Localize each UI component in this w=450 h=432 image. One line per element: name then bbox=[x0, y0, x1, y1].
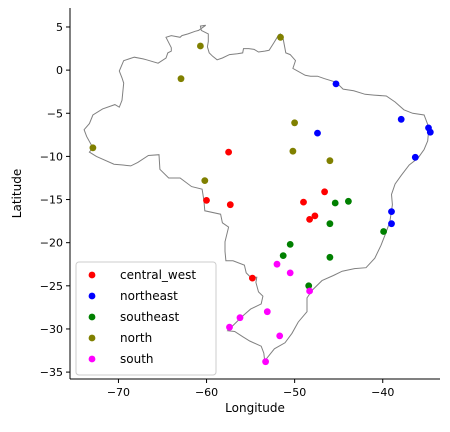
legend-marker-southeast bbox=[88, 313, 96, 321]
x-tick-label: −50 bbox=[283, 386, 306, 399]
x-axis-label: Longitude bbox=[225, 401, 285, 415]
ticks-layer: −70 −60 −50 −40 5 0 −5 −10 −15 −20 −25 −30 −35 bbox=[40, 21, 395, 399]
point-south bbox=[306, 287, 313, 295]
legend-label-northeast: northeast bbox=[120, 289, 178, 303]
legend-marker-south bbox=[88, 355, 96, 363]
legend-marker-north bbox=[88, 334, 96, 342]
country-outline bbox=[83, 24, 430, 363]
legend-marker-northeast bbox=[88, 292, 96, 300]
point-southeast bbox=[326, 253, 334, 261]
legend-label-southeast: southeast bbox=[120, 310, 179, 324]
point-south bbox=[262, 358, 269, 366]
y-tick-label: −25 bbox=[40, 280, 63, 293]
point-central-west bbox=[306, 216, 313, 223]
point-south bbox=[273, 260, 281, 268]
point-northeast bbox=[411, 153, 419, 161]
country-outline-layer bbox=[83, 24, 430, 363]
point-southeast bbox=[345, 197, 352, 205]
point-central-west bbox=[203, 197, 210, 204]
point-southeast bbox=[380, 228, 387, 235]
x-tick-label: −40 bbox=[371, 386, 394, 399]
point-central-west bbox=[300, 198, 307, 206]
point-central-west bbox=[311, 212, 319, 220]
point-north bbox=[291, 119, 298, 127]
legend: central_west northeast southeast north south bbox=[75, 261, 217, 376]
point-north bbox=[277, 33, 284, 41]
point-central-west bbox=[226, 201, 234, 209]
point-north bbox=[326, 157, 334, 165]
y-tick-label: −15 bbox=[40, 194, 63, 207]
point-southeast bbox=[279, 252, 287, 259]
point-south bbox=[236, 314, 244, 322]
point-southeast bbox=[331, 199, 339, 207]
point-southeast bbox=[305, 282, 313, 290]
point-north bbox=[177, 75, 185, 83]
legend-box bbox=[75, 261, 217, 376]
point-central-west bbox=[249, 274, 256, 282]
x-tick-label: −60 bbox=[195, 386, 218, 399]
y-tick-label: −30 bbox=[40, 323, 63, 336]
point-northeast bbox=[388, 220, 395, 228]
point-northeast bbox=[388, 208, 395, 216]
y-tick-label: −10 bbox=[40, 150, 63, 163]
y-tick-label: −20 bbox=[40, 237, 63, 250]
legend-marker-central-west bbox=[88, 271, 96, 279]
point-northeast bbox=[332, 80, 340, 88]
y-tick-label: 0 bbox=[56, 64, 63, 77]
y-axis-label: Latitude bbox=[10, 169, 24, 218]
point-northeast bbox=[314, 129, 321, 137]
point-northeast bbox=[426, 128, 434, 136]
y-tick-label: −5 bbox=[47, 107, 63, 120]
y-tick-label: 5 bbox=[56, 21, 63, 34]
point-central-west bbox=[321, 188, 328, 196]
legend-label-north: north bbox=[120, 331, 152, 345]
point-southeast bbox=[326, 220, 334, 228]
point-south bbox=[263, 308, 271, 316]
point-north bbox=[89, 144, 97, 152]
legend-items: central_west northeast southeast north south bbox=[88, 268, 196, 366]
legend-label-south: south bbox=[120, 352, 154, 366]
y-tick-label: −35 bbox=[40, 366, 63, 379]
x-tick-label: −70 bbox=[107, 386, 130, 399]
point-northeast bbox=[397, 115, 405, 123]
point-north bbox=[289, 147, 297, 155]
point-south bbox=[226, 323, 233, 331]
point-north bbox=[201, 177, 209, 185]
point-south bbox=[276, 332, 284, 340]
data-points-layer bbox=[89, 33, 434, 366]
point-north bbox=[197, 42, 204, 50]
point-central-west bbox=[225, 148, 233, 156]
legend-label-central-west: central_west bbox=[120, 268, 196, 282]
point-southeast bbox=[286, 241, 294, 248]
point-south bbox=[286, 269, 294, 277]
